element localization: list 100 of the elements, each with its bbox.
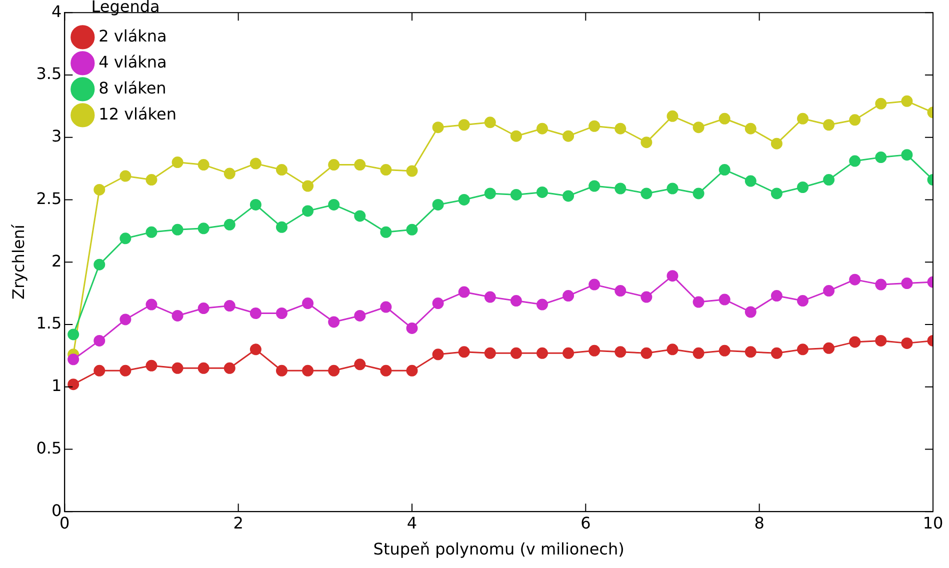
point	[484, 347, 496, 359]
point	[380, 301, 392, 313]
point	[666, 110, 678, 122]
point	[588, 344, 600, 356]
point	[849, 155, 861, 167]
point	[666, 344, 678, 356]
point	[406, 364, 418, 376]
y-tick-label: 3.5	[36, 64, 62, 84]
point	[796, 112, 808, 124]
point	[302, 205, 314, 217]
point	[302, 364, 314, 376]
point	[146, 226, 158, 238]
point	[276, 364, 288, 376]
point	[562, 130, 574, 142]
point	[796, 182, 808, 193]
point	[406, 322, 418, 334]
point	[198, 362, 210, 374]
point	[770, 290, 782, 302]
point	[536, 298, 548, 310]
point	[432, 198, 444, 210]
point	[432, 348, 444, 360]
y-tick-label: 2	[51, 251, 62, 270]
point	[328, 198, 340, 210]
legend-label: 4 vlákna	[98, 52, 167, 72]
point	[380, 164, 392, 176]
y-axis-title: Zrychlení	[8, 224, 28, 300]
point	[692, 347, 704, 359]
point	[380, 364, 392, 376]
point	[744, 346, 756, 358]
point	[250, 198, 262, 210]
point	[770, 188, 782, 200]
point	[484, 188, 496, 200]
point	[172, 362, 184, 374]
point	[640, 188, 652, 200]
point	[510, 295, 522, 307]
point	[276, 221, 288, 233]
point	[302, 298, 314, 310]
point	[328, 364, 340, 376]
point	[146, 360, 158, 372]
point	[68, 378, 80, 390]
point	[796, 344, 808, 356]
point	[614, 182, 626, 194]
point	[901, 149, 913, 161]
y-tick-label: 1.5	[36, 314, 62, 333]
point	[380, 226, 392, 238]
legend-label: 2 vlákna	[98, 26, 167, 46]
point	[250, 158, 262, 170]
point	[744, 175, 756, 187]
point	[198, 222, 210, 234]
x-tick-label: 10	[922, 513, 944, 532]
point	[744, 306, 756, 318]
point	[718, 344, 730, 356]
y-tick-label: 1	[51, 376, 62, 396]
point	[744, 122, 756, 134]
x-tick-label: 6	[580, 513, 591, 532]
point	[68, 354, 80, 366]
point	[172, 156, 184, 168]
point	[354, 310, 366, 322]
point	[823, 285, 835, 297]
y-tick-label: 4	[51, 2, 62, 21]
point	[172, 224, 184, 236]
point	[250, 344, 262, 356]
point	[849, 336, 861, 348]
point	[354, 159, 366, 171]
point	[94, 334, 106, 346]
point	[536, 186, 548, 198]
point	[901, 278, 913, 290]
legend-label: 12 vláken	[98, 104, 176, 124]
point	[823, 174, 835, 186]
point	[562, 290, 574, 302]
point	[120, 364, 132, 376]
point	[875, 98, 887, 110]
point	[718, 294, 730, 306]
point	[458, 286, 470, 298]
point	[823, 119, 835, 131]
point	[484, 291, 496, 303]
point	[770, 138, 782, 150]
point	[198, 302, 210, 314]
point	[94, 258, 106, 270]
y-tick-label: 0.5	[36, 438, 62, 458]
point	[692, 188, 704, 200]
point	[276, 164, 288, 176]
legend-label: 8 vláken	[98, 78, 166, 98]
point	[640, 136, 652, 148]
point	[510, 130, 522, 142]
point	[901, 337, 913, 349]
point	[198, 159, 210, 171]
point	[432, 122, 444, 134]
point	[328, 316, 340, 328]
point	[302, 180, 314, 192]
y-tick-label: 2.5	[36, 188, 62, 208]
point	[614, 122, 626, 134]
point	[458, 119, 470, 131]
point	[94, 184, 106, 196]
point	[562, 347, 574, 359]
point	[146, 174, 158, 186]
point	[120, 170, 132, 182]
point	[224, 168, 236, 180]
point	[718, 112, 730, 124]
point	[510, 188, 522, 200]
